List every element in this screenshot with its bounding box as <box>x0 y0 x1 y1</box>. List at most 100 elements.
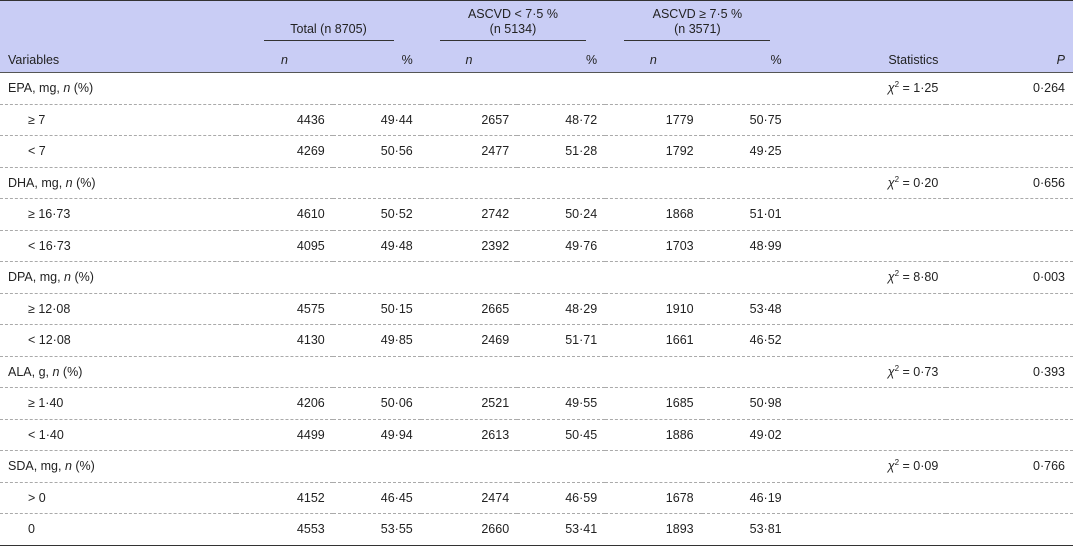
low-pct: 50·24 <box>517 198 606 231</box>
row-label: ≥ 16·73 <box>0 198 237 231</box>
group-row: SDA, mg, n (%) χ2 = 0·09 0·766 <box>0 450 1073 483</box>
group-row: EPA, mg, n (%) χ2 = 1·25 0·264 <box>0 72 1073 105</box>
group-row: DPA, mg, n (%) χ2 = 8·80 0·003 <box>0 261 1073 294</box>
total-n: 4436 <box>236 104 333 136</box>
high-pct: 53·48 <box>701 293 790 325</box>
low-pct: 49·76 <box>517 230 606 262</box>
table-row: 0 4553 53·55 2660 53·41 1893 53·81 <box>0 513 1073 546</box>
high-pct: 53·81 <box>701 513 790 546</box>
low-n: 2469 <box>420 324 518 357</box>
header-statistics: Statistics <box>888 53 939 67</box>
high-n: 1661 <box>605 324 702 357</box>
table-row: < 7 4269 50·56 2477 51·28 1792 49·25 <box>0 135 1073 168</box>
header-high-pct: % <box>770 53 782 67</box>
row-label: ≥ 1·40 <box>0 387 237 420</box>
total-n: 4575 <box>236 293 333 325</box>
header-low-pct: % <box>586 53 598 67</box>
high-n: 1779 <box>605 104 702 136</box>
header-group-low: ASCVD < 7·5 % (n 5134) <box>421 1 605 46</box>
total-n: 4095 <box>236 230 333 262</box>
group-statistic: χ2 = 0·73 <box>789 356 947 388</box>
low-pct: 53·41 <box>517 513 606 546</box>
group-label: DHA, mg, n (%) <box>0 167 790 199</box>
high-n: 1685 <box>605 387 702 420</box>
total-n: 4152 <box>236 482 333 514</box>
high-n: 1886 <box>605 419 702 451</box>
high-pct: 46·52 <box>701 324 790 357</box>
header-variables: Variables <box>8 53 60 67</box>
low-pct: 48·72 <box>517 104 606 136</box>
group-p-value: 0·656 <box>946 167 1073 199</box>
table-row: ≥ 1·40 4206 50·06 2521 49·55 1685 50·98 <box>0 387 1073 420</box>
group-statistic: χ2 = 0·09 <box>789 450 947 483</box>
group-p-value: 0·766 <box>946 450 1073 483</box>
group-p-value: 0·264 <box>946 72 1073 105</box>
header-high-n: n <box>649 53 657 67</box>
total-pct: 50·15 <box>332 293 421 325</box>
total-n: 4206 <box>236 387 333 420</box>
low-n: 2742 <box>420 198 518 231</box>
header-group-high: ASCVD ≥ 7·5 % (n 3571) <box>605 1 789 46</box>
high-n: 1703 <box>605 230 702 262</box>
total-pct: 49·44 <box>332 104 421 136</box>
total-n: 4130 <box>236 324 333 357</box>
header-total-pct: % <box>401 53 413 67</box>
total-n: 4499 <box>236 419 333 451</box>
total-pct: 50·06 <box>332 387 421 420</box>
high-pct: 50·75 <box>701 104 790 136</box>
table-header: Total (n 8705) ASCVD < 7·5 % (n 5134) ASC… <box>0 0 1073 73</box>
low-pct: 50·45 <box>517 419 606 451</box>
total-n: 4269 <box>236 135 333 168</box>
row-label: < 12·08 <box>0 324 237 357</box>
high-pct: 49·25 <box>701 135 790 168</box>
row-label: < 1·40 <box>0 419 237 451</box>
header-total: Total (n 8705) <box>236 1 420 46</box>
low-n: 2613 <box>420 419 518 451</box>
total-pct: 49·85 <box>332 324 421 357</box>
group-p-value: 0·003 <box>946 261 1073 294</box>
group-statistic: χ2 = 1·25 <box>789 72 947 105</box>
group-statistic: χ2 = 8·80 <box>789 261 947 294</box>
total-pct: 53·55 <box>332 513 421 546</box>
header-group-low-line1: ASCVD < 7·5 % <box>467 7 558 21</box>
total-pct: 46·45 <box>332 482 421 514</box>
low-pct: 49·55 <box>517 387 606 420</box>
group-row: ALA, g, n (%) χ2 = 0·73 0·393 <box>0 356 1073 388</box>
high-n: 1678 <box>605 482 702 514</box>
low-n: 2521 <box>420 387 518 420</box>
header-group-high-line1: ASCVD ≥ 7·5 % <box>652 7 743 21</box>
row-label: > 0 <box>0 482 237 514</box>
group-label: SDA, mg, n (%) <box>0 450 790 483</box>
total-pct: 49·94 <box>332 419 421 451</box>
high-n: 1893 <box>605 513 702 546</box>
low-n: 2392 <box>420 230 518 262</box>
table-row: < 1·40 4499 49·94 2613 50·45 1886 49·02 <box>0 419 1073 451</box>
header-low-n: n <box>465 53 473 67</box>
row-label: ≥ 7 <box>0 104 237 136</box>
low-n: 2657 <box>420 104 518 136</box>
high-pct: 51·01 <box>701 198 790 231</box>
low-n: 2665 <box>420 293 518 325</box>
group-label: DPA, mg, n (%) <box>0 261 790 294</box>
table-body: EPA, mg, n (%) χ2 = 1·25 0·264 ≥ 7 4436 49·44… <box>0 72 1073 546</box>
high-pct: 46·19 <box>701 482 790 514</box>
low-pct: 51·71 <box>517 324 606 357</box>
table-row: < 12·08 4130 49·85 2469 51·71 1661 46·52 <box>0 324 1073 357</box>
low-pct: 46·59 <box>517 482 606 514</box>
total-pct: 49·48 <box>332 230 421 262</box>
table-row: < 16·73 4095 49·48 2392 49·76 1703 48·99 <box>0 230 1073 262</box>
row-label: < 7 <box>0 135 237 168</box>
group-row: DHA, mg, n (%) χ2 = 0·20 0·656 <box>0 167 1073 199</box>
low-n: 2660 <box>420 513 518 546</box>
high-n: 1868 <box>605 198 702 231</box>
low-n: 2474 <box>420 482 518 514</box>
high-pct: 49·02 <box>701 419 790 451</box>
low-n: 2477 <box>420 135 518 168</box>
group-statistic: χ2 = 0·20 <box>789 167 947 199</box>
table-row: ≥ 7 4436 49·44 2657 48·72 1779 50·75 <box>0 104 1073 136</box>
total-n: 4553 <box>236 513 333 546</box>
header-group-high-line2: (n 3571) <box>674 22 721 36</box>
low-pct: 51·28 <box>517 135 606 168</box>
low-pct: 48·29 <box>517 293 606 325</box>
